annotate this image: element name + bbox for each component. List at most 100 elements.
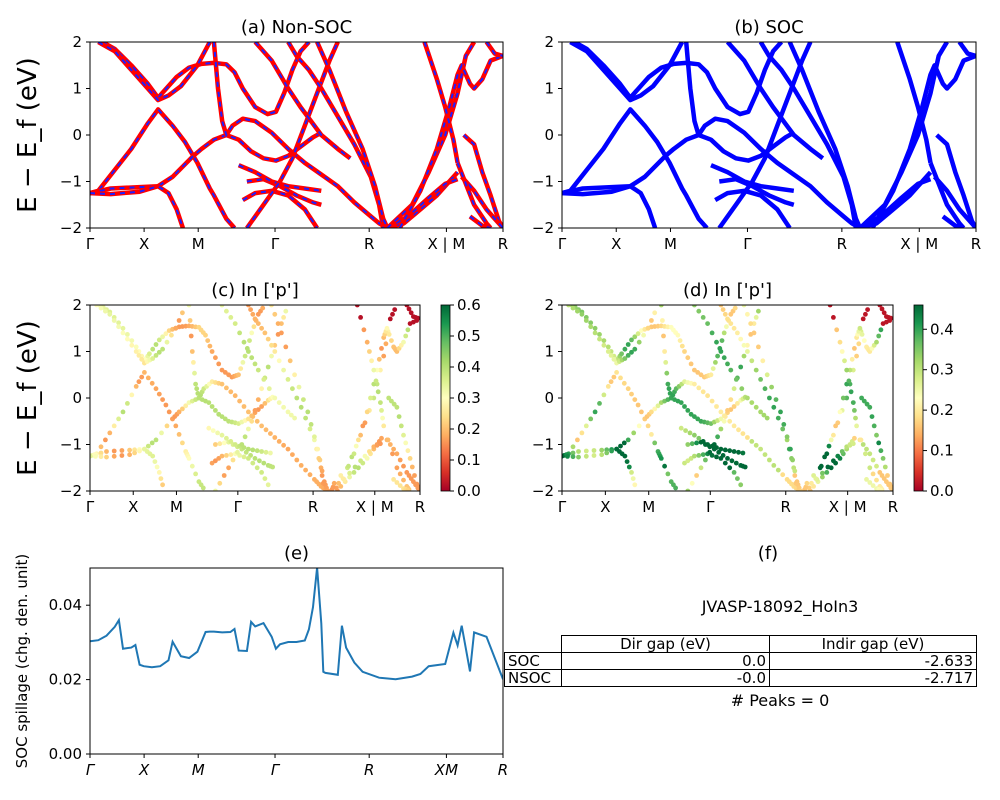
band-point [753, 404, 759, 410]
band-line-soc-16 [398, 54, 503, 228]
band-line-soc-17 [895, 42, 933, 164]
band-point [714, 404, 719, 409]
row-label-nsoc: NSOC [504, 669, 562, 687]
band-point [252, 361, 258, 367]
band-point [837, 339, 843, 345]
band-point [725, 456, 730, 461]
band-point [727, 418, 733, 424]
band-point [281, 315, 286, 320]
x-tick-label: Γ [86, 498, 95, 516]
band-point [854, 423, 859, 429]
band-point [733, 377, 739, 382]
band-point [630, 476, 636, 481]
band-point [664, 370, 670, 376]
panel-d: (d) In ['p'] Γ X M Γ R X | M R 2 1 0 −1 −2 0.4 0.3 0.2 0… [532, 280, 954, 516]
band-point [588, 324, 594, 330]
band-point [846, 378, 852, 384]
band-point [351, 470, 357, 475]
band-point [825, 464, 831, 470]
band-line-soc-18 [463, 134, 503, 228]
band-point [379, 435, 384, 441]
band-point [90, 453, 93, 459]
band-point [378, 400, 383, 405]
band-point [781, 422, 787, 427]
band-point [166, 409, 172, 415]
band-point [160, 334, 166, 340]
band-point [619, 351, 624, 357]
soc-dir-gap: 0.0 [561, 652, 770, 670]
gap-table: Dir gap (eV) Indir gap (eV) SOC 0.0 -2.6… [504, 635, 977, 687]
band-point [255, 367, 261, 373]
band-line-soc-3 [101, 42, 310, 116]
band-point [203, 332, 208, 338]
band-point [692, 432, 697, 438]
band-point [751, 330, 757, 336]
band-point [285, 446, 291, 452]
band-point [180, 440, 185, 446]
band-point [622, 356, 628, 361]
band-point [666, 386, 672, 392]
band-point [254, 465, 260, 471]
y-tick-label: 2 [72, 33, 82, 51]
band-point [780, 426, 786, 432]
band-point [583, 453, 589, 459]
band-point [863, 311, 868, 317]
band-point [156, 337, 162, 343]
band-point [591, 453, 597, 458]
band-point [641, 332, 646, 338]
band-point [176, 432, 182, 437]
band-point [263, 427, 269, 433]
band-point [870, 471, 876, 477]
band-point [718, 456, 724, 461]
band-point [222, 416, 228, 422]
band-point [692, 381, 697, 387]
band-point [158, 476, 164, 481]
band-point [206, 400, 212, 405]
band-point [758, 446, 763, 452]
band-line-soc-21 [941, 214, 965, 228]
band-point [352, 464, 358, 470]
band-point [250, 311, 256, 317]
band-point [867, 404, 873, 410]
band-point [384, 325, 390, 331]
band-point [709, 398, 715, 404]
band-point [376, 356, 382, 362]
band-point [599, 447, 605, 453]
band-point [731, 404, 737, 409]
table-row: SOC 0.0 -2.633 [504, 652, 977, 670]
band-point [751, 321, 757, 326]
band-point [252, 408, 258, 413]
y-tick-label: 0 [72, 126, 82, 144]
band-point [575, 437, 580, 443]
band-point [753, 367, 759, 373]
band-point [625, 437, 631, 443]
band-line-soc-5 [683, 42, 862, 228]
band-line-soc-18 [935, 133, 976, 228]
band-point [252, 316, 258, 322]
band-point [219, 305, 225, 308]
band-line-soc-10 [725, 42, 825, 161]
band-point [735, 476, 740, 481]
band-line-soc-11 [287, 42, 385, 228]
band-point [249, 418, 255, 424]
band-point [255, 321, 261, 326]
band-point [625, 353, 631, 358]
band-point [700, 439, 706, 444]
band-point [407, 456, 413, 461]
band-point [94, 305, 99, 308]
band-point [831, 458, 836, 464]
band-line-soc-4 [97, 42, 211, 102]
band-point [265, 336, 271, 342]
band-point [213, 458, 218, 464]
x-tick-label: X [611, 235, 621, 253]
band-point [878, 448, 884, 454]
y-tick-label: 0 [544, 126, 554, 144]
band-point [205, 338, 211, 343]
band-point [415, 315, 420, 321]
band-point [652, 406, 658, 412]
band-point [694, 440, 699, 446]
band-point [232, 321, 238, 326]
band-line-soc-22 [485, 42, 503, 57]
band-point [718, 416, 724, 422]
y-tick-label: 2 [544, 33, 554, 51]
